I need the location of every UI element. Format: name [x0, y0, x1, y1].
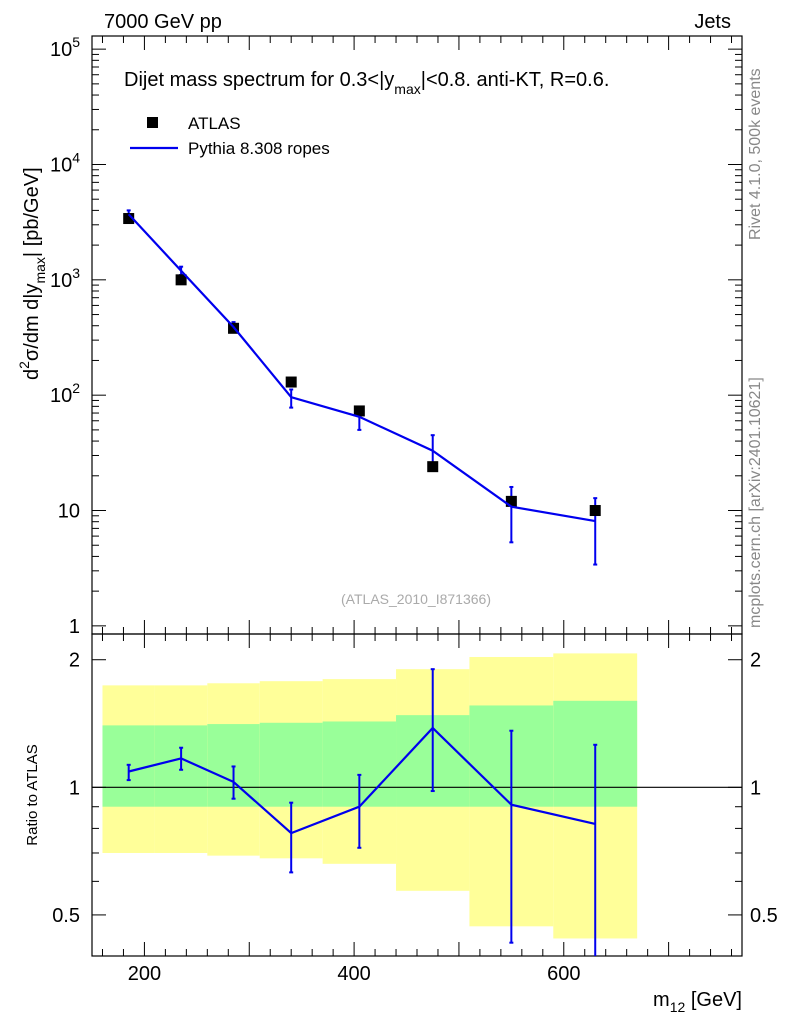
tick-exponent: 3	[72, 265, 80, 281]
rivet-version-label: Rivet 4.1.0, 500k events	[747, 68, 764, 240]
main-y-tick-label: 104	[50, 149, 80, 176]
legend-atlas-marker	[147, 117, 158, 128]
legend-atlas-label: ATLAS	[188, 114, 241, 133]
ratio-y-ticks: 0.5 0.5 1 1 2 2	[52, 650, 778, 957]
main-y-tick-label: 1	[69, 616, 80, 638]
x-axis-label: m12 [GeV]	[653, 989, 742, 1015]
tick-base: 10	[50, 39, 72, 61]
title-rest-part: |<0.8. anti-KT, R=0.6.	[421, 69, 610, 91]
atlas-data-point	[123, 213, 135, 225]
atlas-data-point	[285, 376, 297, 388]
atlas-data-point	[589, 505, 601, 517]
ratio-y-tick-label-left: 0.5	[52, 905, 80, 927]
atlas-data-point	[353, 405, 365, 417]
main-y-tick-label: 105	[50, 34, 80, 61]
ratio-y-tick-label-right: 2	[750, 650, 761, 672]
title-main-part: Dijet mass spectrum for 0.3<|y	[124, 69, 394, 91]
ratio-y-tick-label-right: 1	[750, 777, 761, 799]
ylabel-subscript: max	[32, 257, 48, 283]
title-subscript: max	[394, 81, 420, 97]
ylabel-sigma-part: σ/dm d|y	[21, 284, 43, 362]
main-y-tick-label: 103	[50, 265, 80, 292]
xlabel-subscript: 12	[670, 999, 686, 1015]
mcplots-reference-label: mcplots.cern.ch [arXiv:2401.10621]	[747, 377, 764, 628]
tick-base: 10	[50, 270, 72, 292]
main-series-group	[123, 209, 601, 566]
ratio-x-tick-label: 200	[128, 963, 161, 985]
ratio-x-tick-label: 400	[337, 963, 370, 985]
ratio-prediction-line	[128, 726, 596, 835]
ratio-x-ticks: 200 400 600	[101, 634, 733, 985]
header-right-text: Jets	[694, 11, 731, 33]
atlas-data-point	[427, 461, 439, 473]
ratio-y-tick-label-right: 0.5	[750, 905, 778, 927]
main-y-tick-label: 10	[58, 501, 80, 523]
main-y-axis-label: d2σ/dm d|ymax| [pb/GeV]	[16, 167, 48, 380]
tick-exponent: 2	[72, 380, 80, 396]
ratio-y-axis-label: Ratio to ATLAS	[24, 744, 41, 845]
analysis-watermark: (ATLAS_2010_I871366)	[341, 591, 491, 607]
ratio-y-tick-label-left: 1	[69, 777, 80, 799]
tick-exponent: 5	[72, 34, 80, 50]
tick-base: 10	[50, 385, 72, 407]
legend-pythia-label: Pythia 8.308 ropes	[188, 139, 330, 158]
header-left-text: 7000 GeV pp	[104, 11, 222, 33]
ylabel-d: d	[21, 369, 43, 380]
atlas-data-point	[175, 274, 187, 286]
ratio-x-tick-label: 600	[547, 963, 580, 985]
main-y-tick-label: 102	[50, 380, 80, 407]
main-x-ticks	[101, 36, 733, 634]
ratio-green-band	[259, 722, 323, 807]
ratio-y-tick-label-left: 2	[69, 650, 80, 672]
ratio-panel: 0.5 0.51 12 2 200 400 600 Ratio to ATLAS m12 …	[24, 633, 778, 1015]
tick-exponent: 4	[72, 149, 80, 165]
atlas-data-point	[505, 495, 517, 507]
main-plot-title: Dijet mass spectrum for 0.3<|ymax|<0.8. …	[124, 69, 609, 97]
xlabel-main: m	[653, 989, 670, 1011]
ylabel-unit-part: | [pb/GeV]	[21, 167, 43, 257]
pythia-prediction-line	[127, 213, 596, 523]
tick-base: 10	[50, 154, 72, 176]
ratio-series-group	[126, 668, 598, 956]
ylabel-superscript: 2	[16, 361, 32, 369]
xlabel-unit: [GeV]	[685, 989, 742, 1011]
